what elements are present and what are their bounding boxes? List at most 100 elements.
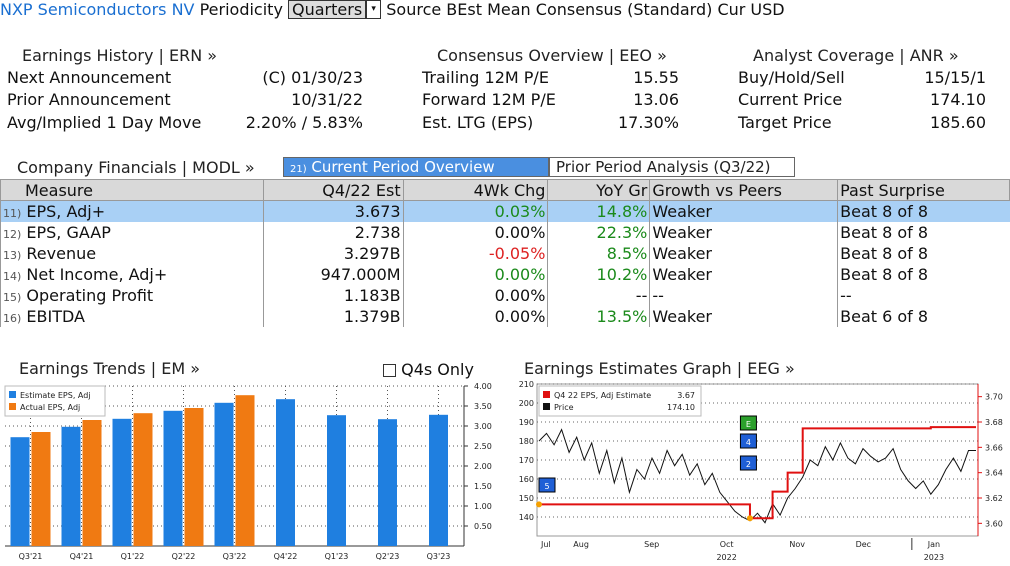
legend-value: 3.67 — [677, 391, 695, 400]
table-row[interactable]: 13) Revenue 3.297B -0.05% 8.5% Weaker Beat 8 … — [0, 243, 1010, 264]
cell-yoy: 22.3% — [547, 222, 650, 243]
tab-number: 21) — [290, 164, 307, 175]
legend-swatch — [543, 391, 550, 398]
col-measure[interactable]: Measure — [0, 179, 264, 201]
bar-estimate — [214, 402, 234, 546]
cell-surprise: Beat 8 of 8 — [837, 243, 1010, 264]
an-label-1: Current Price — [738, 90, 843, 109]
bar-estimate — [112, 418, 132, 546]
cell-measure: 15) Operating Profit — [0, 285, 264, 306]
legend-label: Estimate EPS, Adj — [20, 391, 91, 400]
analyst-title[interactable]: Analyst Coverage | ANR » — [753, 46, 959, 65]
earnings-history-title[interactable]: Earnings History | ERN » — [22, 46, 218, 65]
col-yoy[interactable]: YoY Gr — [547, 179, 651, 201]
bar-actual — [184, 408, 204, 546]
table-row[interactable]: 16) EBITDA 1.379B 0.00% 13.5% Weaker Beat 6 o… — [0, 306, 1010, 327]
measure-name: Operating Profit — [26, 286, 154, 305]
x-tick-label: Q3'22 — [223, 552, 247, 561]
col-peers[interactable]: Growth vs Peers — [649, 179, 839, 201]
left-tick-label: 180 — [519, 437, 534, 446]
event-marker: 2 — [739, 455, 757, 471]
cell-estimate: 947.000M — [262, 264, 404, 285]
financials-title[interactable]: Company Financials | MODL » — [17, 158, 255, 177]
chart-legend: Estimate EPS, Adj Actual EPS, Adj — [4, 385, 106, 417]
tab-current-period[interactable]: 21) Current Period Overview (Q4/22) — [283, 157, 549, 197]
checkbox-box[interactable] — [383, 364, 396, 377]
x-tick-label: Q1'22 — [121, 552, 145, 561]
earnings-trends-chart[interactable]: 0.50 1.00 1.50 2.00 2.50 3.00 3.50 4.00 Q3'21 Q4'… — [0, 380, 500, 566]
row-number: 15) — [3, 291, 22, 304]
col-4wk-chg[interactable]: 4Wk Chg — [402, 179, 549, 201]
cell-surprise: Beat 8 of 8 — [837, 222, 1010, 243]
event-marker-box — [739, 415, 757, 431]
event-marker: 4 — [739, 433, 757, 449]
cell-yoy: 10.2% — [547, 264, 650, 285]
trends-title[interactable]: Earnings Trends | EM » — [19, 359, 200, 378]
table-row[interactable]: 12) EPS, GAAP 2.738 0.00% 22.3% Weaker Beat 8… — [0, 222, 1010, 243]
bar-actual — [82, 420, 102, 546]
security-name[interactable]: NXP Semiconductors NV — [0, 0, 195, 19]
estimate-revision-marker — [746, 515, 753, 522]
y-tick-label: 3.00 — [474, 422, 492, 431]
y-tick-label: 4.00 — [474, 382, 492, 391]
cell-surprise: -- — [837, 285, 1010, 306]
eh-label-2: Avg/Implied 1 Day Move — [7, 113, 202, 132]
q4s-only-checkbox[interactable]: Q4s Only — [383, 360, 474, 379]
x-tick-label: Dec — [856, 540, 871, 549]
an-label-0: Buy/Hold/Sell — [738, 68, 845, 87]
periodicity-select[interactable]: Quarters — [288, 0, 367, 19]
chevron-down-icon[interactable]: ▾ — [366, 0, 382, 19]
left-tick-label: 160 — [519, 475, 534, 484]
cell-peers: Weaker — [649, 306, 838, 327]
cell-peers: Weaker — [649, 243, 838, 264]
x-tick-label: Q2'23 — [376, 552, 400, 561]
chart-legend: Q4 22 EPS, Adj Estimate 3.67 Price 174.10 — [538, 385, 702, 417]
cell-peers: Weaker — [649, 264, 838, 285]
cell-4wk-chg: 0.00% — [402, 306, 548, 327]
x-tick-label: Q3'23 — [427, 552, 451, 561]
an-value-1: 174.10 — [930, 90, 986, 109]
table-row[interactable]: 14) Net Income, Adj+ 947.000M 0.00% 10.2% We… — [0, 264, 1010, 285]
event-marker-box — [538, 477, 556, 493]
col-surprise[interactable]: Past Surprise — [837, 179, 1010, 201]
consensus-title[interactable]: Consensus Overview | EEO » — [437, 46, 667, 65]
cell-4wk-chg: 0.00% — [402, 285, 548, 306]
event-marker: E — [739, 415, 757, 431]
left-tick-label: 170 — [519, 456, 534, 465]
right-tick-label: 3.68 — [985, 418, 1003, 427]
earnings-estimates-graph[interactable]: 140 150 160 170 180 190 200 210 3.60 3.62 3.64 3.66… — [505, 378, 1010, 566]
tab-prior-period[interactable]: Prior Period Analysis (Q3/22) — [549, 157, 795, 177]
cell-estimate: 2.738 — [262, 222, 404, 243]
bar-actual — [133, 413, 153, 546]
financials-table-body: 11) EPS, Adj+ 3.673 0.03% 14.8% Weaker Beat 8… — [0, 200, 1010, 327]
cell-4wk-chg: -0.05% — [402, 243, 548, 264]
legend-label: Price — [554, 403, 574, 412]
y-tick-label: 1.50 — [474, 482, 492, 491]
bar-estimate — [429, 414, 448, 546]
row-number: 16) — [3, 312, 22, 325]
q4s-only-label: Q4s Only — [401, 360, 474, 379]
source-text: Source BEst Mean Consensus (Standard) Cu… — [386, 0, 785, 19]
row-number: 11) — [3, 207, 22, 220]
price-line — [538, 428, 976, 524]
measure-name: Revenue — [26, 244, 97, 263]
table-row[interactable]: 15) Operating Profit 1.183B 0.00% -- -- -- — [0, 285, 1010, 306]
table-row[interactable]: 11) EPS, Adj+ 3.673 0.03% 14.8% Weaker Beat 8… — [0, 200, 1010, 222]
bar-estimate — [163, 410, 183, 546]
graph-title[interactable]: Earnings Estimates Graph | EEG » — [524, 359, 795, 378]
x-tick-label: Jul — [540, 540, 551, 549]
cell-estimate: 1.379B — [262, 306, 404, 327]
cell-4wk-chg: 0.00% — [402, 264, 548, 285]
measure-name: EPS, Adj+ — [26, 202, 106, 221]
event-marker-label: 2 — [746, 460, 751, 469]
col-estimate[interactable]: Q4/22 Est — [262, 179, 404, 201]
row-number: 12) — [3, 228, 22, 241]
an-value-0: 15/15/1 — [924, 68, 986, 87]
bar-estimate — [61, 426, 81, 546]
an-label-2: Target Price — [738, 113, 832, 132]
y-tick-label: 2.00 — [474, 462, 492, 471]
right-tick-label: 3.66 — [985, 443, 1003, 452]
cell-yoy: 8.5% — [547, 243, 650, 264]
co-label-1: Forward 12M P/E — [422, 90, 556, 109]
financials-table: Measure Q4/22 Est 4Wk Chg YoY Gr Growth … — [0, 179, 1010, 327]
